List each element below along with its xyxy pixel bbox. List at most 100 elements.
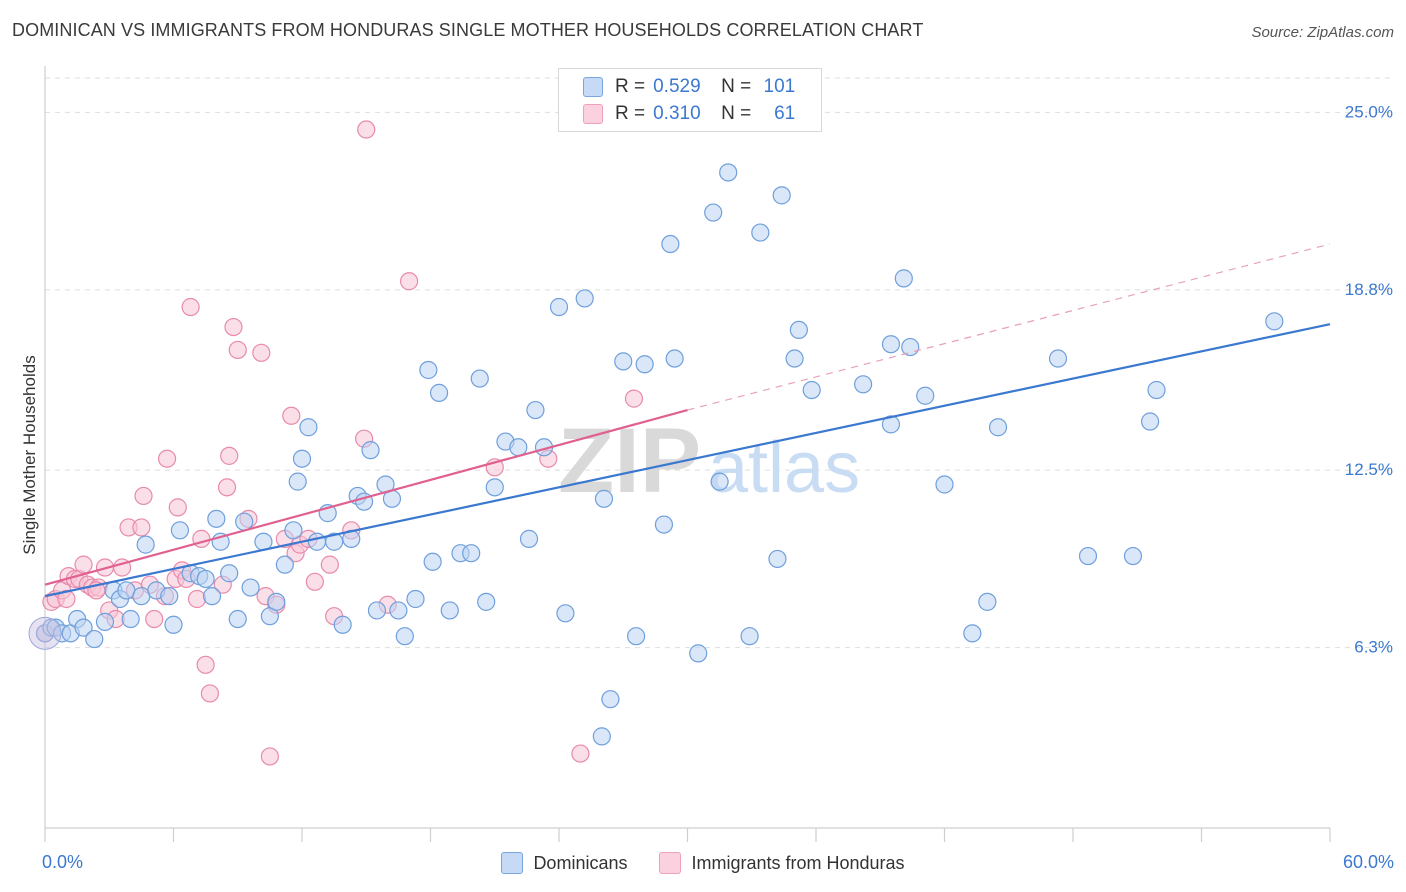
chart-title: DOMINICAN VS IMMIGRANTS FROM HONDURAS SI… [12,20,924,40]
dominican-point [361,441,380,460]
honduras-point [132,518,151,537]
dominican-point [654,515,674,534]
honduras-point [320,555,339,574]
dominican-point [1123,546,1143,566]
legend-row-honduras: R = 0.310 N = 61 [583,101,795,127]
dominican-point [121,609,140,629]
dominican-point [389,601,408,620]
dominican-point [288,472,307,491]
y-tick-label: 18.8% [1345,280,1393,299]
dominican-point [202,587,222,606]
grid-lines [45,77,1392,649]
honduras-point [624,389,644,408]
dominican-point [95,612,115,631]
honduras-point [74,555,93,574]
dominican-point [661,234,680,254]
dominican-point-large [28,616,62,650]
source-label: Source: ZipAtlas.com [1251,24,1394,41]
watermark: ZIP atlas [558,410,860,512]
dominican-point [626,627,646,646]
dominican-point [1265,312,1284,331]
legend-r-value: 0.529 [653,76,701,97]
dominican-point [423,552,442,571]
dominican-point [881,415,901,434]
dominican-point [307,532,327,551]
dominican-point [333,615,352,634]
dominican-point [988,418,1008,437]
legend-swatch-blue [583,77,603,97]
honduras-point [357,120,376,139]
dominican-point [284,521,303,540]
honduras-point [181,297,200,317]
dominican-point [207,509,226,528]
dominican-point [549,297,569,317]
dominican-point [601,690,620,709]
honduras-point [252,343,271,362]
y-tick-labels: 6.3% 12.5% 18.8% 25.0% [1345,102,1393,656]
legend-label-dominicans: Dominicans [533,852,628,873]
axes [44,66,1331,842]
legend-n-label: N = [721,76,752,97]
dominican-point [1140,412,1160,431]
dominican-point [292,449,312,468]
dominican-point [556,604,575,623]
dominican-point [789,320,808,340]
honduras-point [196,655,215,674]
dominican-point [963,624,982,643]
dominican-point [228,609,247,629]
honduras-point [145,609,164,629]
legend-item-honduras: Immigrants from Honduras [659,852,905,874]
legend-r-label: R = [615,103,646,124]
series-legend: Dominicans Immigrants from Honduras [0,852,1406,874]
dominican-point [916,386,935,405]
dominican-point [220,564,239,583]
honduras-point [282,406,301,425]
dominican-point [1078,546,1098,566]
honduras-point [305,572,324,591]
dominican-point [710,472,729,491]
dominican-point [440,601,459,620]
dominican-point [275,555,294,574]
dominican-point [299,418,318,437]
legend-label-honduras: Immigrants from Honduras [691,852,905,873]
dominican-point [785,349,804,368]
dominican-point [267,592,286,611]
legend-n-value: 101 [763,76,796,97]
trend-lines [44,243,1331,598]
dominican-point [164,615,183,634]
honduras-trend-extension [687,243,1331,411]
legend-r-label: R = [615,76,646,97]
dominican-point [196,569,215,589]
dominican-point [462,544,481,563]
dominican-trend-line [44,323,1331,598]
dominican-point [1147,380,1166,400]
legend-n-label: N = [721,103,752,124]
dominican-point [575,289,594,308]
dominican-point [74,618,93,637]
legend-r-value: 0.310 [653,103,701,124]
dominican-point [477,592,496,611]
dominican-point [978,592,997,611]
honduras-point [571,744,590,763]
honduras-point [187,589,207,609]
dominican-point [429,383,449,402]
legend-item-dominicans: Dominicans [501,852,627,874]
dominican-point [85,629,104,649]
dominican-point [854,375,873,394]
y-tick-label: 6.3% [1354,638,1393,657]
dominican-point [395,627,414,646]
y-tick-label: 12.5% [1345,460,1393,479]
honduras-trend-line [44,408,688,586]
dominican-point [509,438,528,457]
dominican-point [689,644,708,663]
watermark-atlas: atlas [708,428,860,508]
dominican-point [241,578,260,597]
dominican-point [901,337,920,357]
legend-swatch-pink [583,104,603,124]
dominican-point [802,380,821,400]
dominican-point [935,475,954,494]
dominican-point [719,163,738,182]
dominican-point [170,521,190,540]
honduras-point [228,340,247,360]
